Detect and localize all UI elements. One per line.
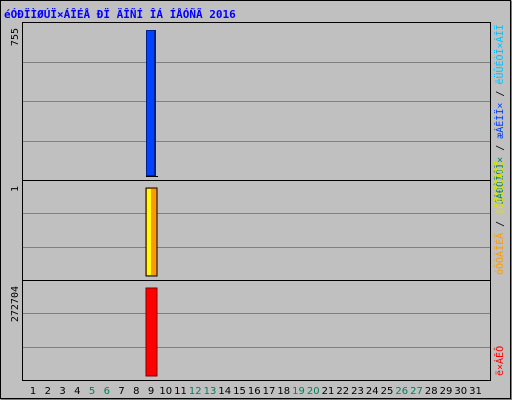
chart-title: éÓÐÏÌØÚÏ×ÁÎÉÅ ÐÏ ÄÎÑÍ ÎÁ ÍÅÓÑÃ 2016 — [4, 7, 236, 21]
x-tick-label: 1 — [30, 386, 36, 397]
x-tick-label: 18 — [277, 386, 290, 397]
series-label-part: / — [495, 215, 506, 233]
x-tick-label: 21 — [322, 386, 335, 397]
x-tick-label: 7 — [118, 386, 124, 397]
series-label-part: / — [495, 85, 506, 103]
bar-files — [147, 189, 151, 275]
x-tick-label: 4 — [74, 386, 80, 397]
x-tick-label: 14 — [218, 386, 231, 397]
y-max-label: 755 — [10, 28, 21, 46]
x-tick-label: 28 — [425, 386, 438, 397]
series-label-part: ïÔËÌÏÎÅÎÏ — [493, 161, 506, 215]
x-tick-label: 31 — [469, 386, 482, 397]
bar-hits — [147, 31, 154, 175]
series-label-panel2: óÔÒÁÎÉÃ / ïÔËÌÏÎÅÎÏ — [493, 161, 506, 275]
series-label-panel3: ë×ÁÊÔ — [493, 346, 506, 376]
x-tick-label: 9 — [148, 386, 154, 397]
x-tick-label: 11 — [174, 386, 187, 397]
series-label-part: ëÜÛÉÒÏ×ÁÎÏ — [493, 24, 506, 84]
x-tick-label: 17 — [263, 386, 276, 397]
x-tick-label: 19 — [292, 386, 305, 397]
x-tick-label: 12 — [189, 386, 202, 397]
x-tick-label: 2 — [45, 386, 51, 397]
series-label-part: / — [495, 139, 506, 157]
x-tick-label: 13 — [204, 386, 217, 397]
x-tick-label: 26 — [395, 386, 408, 397]
x-tick-label: 29 — [440, 386, 453, 397]
x-tick-label: 25 — [381, 386, 394, 397]
x-tick-label: 8 — [133, 386, 139, 397]
series-label-part: æÁÊÌÏ× — [493, 103, 506, 139]
y-max-label: 1 — [10, 186, 21, 192]
series-label-part: óÔÒÁÎÉÃ — [493, 233, 506, 275]
x-tick-label: 20 — [307, 386, 320, 397]
x-tick-label: 10 — [159, 386, 172, 397]
x-tick-label: 3 — [59, 386, 65, 397]
y-max-label: 272704 — [10, 286, 21, 322]
x-tick-label: 27 — [410, 386, 423, 397]
x-tick-label: 5 — [89, 386, 95, 397]
series-label-part: ë×ÁÊÔ — [493, 346, 506, 376]
x-tick-label: 30 — [454, 386, 467, 397]
bar-kbytes — [146, 288, 157, 376]
x-tick-label: 22 — [336, 386, 349, 397]
x-tick-label: 16 — [248, 386, 261, 397]
x-tick-label: 23 — [351, 386, 364, 397]
x-tick-label: 15 — [233, 386, 246, 397]
x-tick-label: 24 — [366, 386, 379, 397]
x-tick-label: 6 — [104, 386, 110, 397]
